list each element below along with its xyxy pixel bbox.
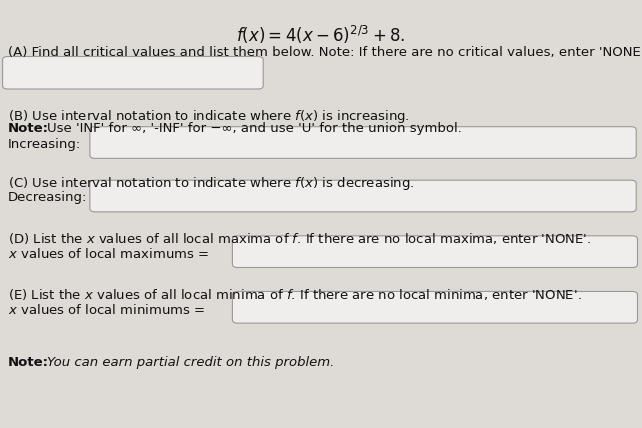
Text: (A) Find all critical values and list them below. Note: If there are no critical: (A) Find all critical values and list th…	[8, 46, 642, 59]
Text: (E) List the $x$ values of all local minima of $f$. If there are no local minima: (E) List the $x$ values of all local min…	[8, 287, 582, 302]
FancyBboxPatch shape	[232, 291, 638, 323]
FancyBboxPatch shape	[3, 56, 263, 89]
FancyBboxPatch shape	[232, 236, 638, 268]
Text: $f(x) = 4(x - 6)^{2/3} + 8.$: $f(x) = 4(x - 6)^{2/3} + 8.$	[236, 24, 406, 46]
Text: Note:: Note:	[8, 122, 49, 135]
Text: (B) Use interval notation to indicate where $f(x)$ is increasing.: (B) Use interval notation to indicate wh…	[8, 108, 410, 125]
Text: Note:: Note:	[8, 356, 49, 369]
Text: Increasing:: Increasing:	[8, 138, 81, 151]
Text: You can earn partial credit on this problem.: You can earn partial credit on this prob…	[47, 356, 334, 369]
Text: (D) List the $x$ values of all local maxima of $f$. If there are no local maxima: (D) List the $x$ values of all local max…	[8, 231, 591, 246]
Text: $x$ values of local maximums =: $x$ values of local maximums =	[8, 247, 209, 261]
Text: $x$ values of local minimums =: $x$ values of local minimums =	[8, 303, 205, 317]
FancyBboxPatch shape	[90, 127, 636, 158]
FancyBboxPatch shape	[90, 180, 636, 212]
Text: Use 'INF' for ∞, '-INF' for −∞, and use 'U' for the union symbol.: Use 'INF' for ∞, '-INF' for −∞, and use …	[47, 122, 462, 135]
Text: Decreasing:: Decreasing:	[8, 191, 87, 204]
Text: (C) Use interval notation to indicate where $f(x)$ is decreasing.: (C) Use interval notation to indicate wh…	[8, 175, 414, 193]
